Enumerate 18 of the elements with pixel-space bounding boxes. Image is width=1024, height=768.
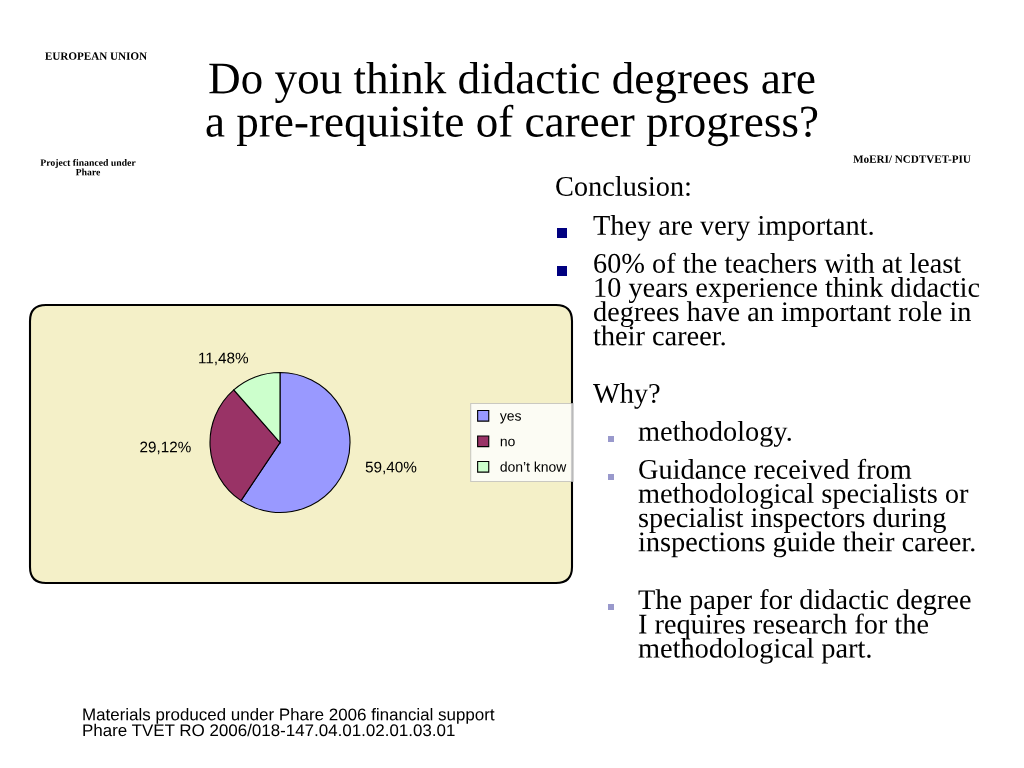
text: EUROPEAN UNION (45, 52, 147, 60)
chart-title: Do you think didactic degrees are a pre-requisite of career progress? (206, 62, 818, 147)
legend-label: yes (499, 413, 521, 424)
text: They are very important. (593, 215, 873, 241)
text: Materials produced under Phare 2006 financial support Phare TVET RO 2006/018-147.04.01.02.01.03.01 (83, 708, 495, 737)
text: MoERI/ NCDTVET-PIU (853, 155, 971, 163)
legend-label: no (500, 438, 515, 447)
text: 60% of the teachers with at least 10 years experience think didactic degrees have an important role in their career. (593, 252, 980, 346)
legend-label: don’t know (500, 461, 567, 472)
data-label: 11,48% (199, 352, 249, 366)
text: Guidance received from methodological specialists or specialist inspectors during inspections guide their career. (638, 458, 975, 558)
text: The paper for didactic degree I requires research for the methodological part. (638, 589, 971, 664)
text: methodology. (638, 421, 791, 447)
text: Why? (593, 383, 660, 409)
text: Conclusion: (556, 176, 690, 197)
data-label: 59,40% (365, 461, 417, 475)
text: Project financed under Phare (40, 159, 136, 176)
data-label: 29,12% (140, 441, 191, 455)
